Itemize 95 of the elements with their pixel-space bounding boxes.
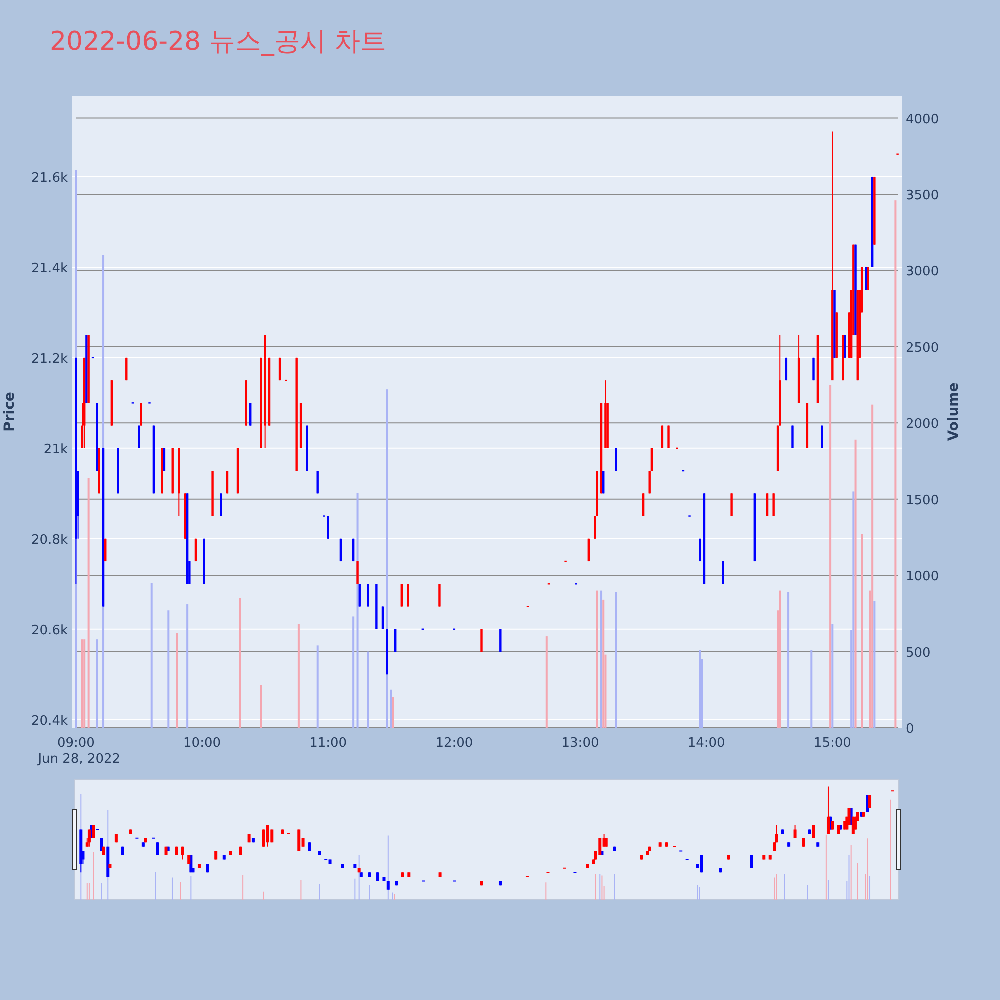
y2-tick-label: 2000 <box>906 417 940 432</box>
candlestick <box>792 425 794 449</box>
y2-tick-label: 4000 <box>906 112 940 128</box>
candlestick <box>844 334 846 358</box>
bar <box>850 630 853 728</box>
bar <box>367 652 370 728</box>
y2-tick-label: 3500 <box>906 188 940 204</box>
candlestick <box>772 493 775 517</box>
y-tick-label: 21.6k <box>32 170 68 186</box>
bar <box>699 650 702 728</box>
bar <box>832 624 834 728</box>
candlestick <box>316 470 319 494</box>
candlestick <box>250 402 252 426</box>
candlestick <box>668 425 670 449</box>
y2-tick-label: 1000 <box>906 570 940 585</box>
bar <box>392 698 394 728</box>
bar <box>596 590 598 728</box>
bar <box>260 685 262 728</box>
bar <box>600 590 603 728</box>
candlestick <box>382 606 384 630</box>
x-tick-label: 09:00 <box>57 736 95 751</box>
bar <box>298 624 300 728</box>
bar <box>872 404 874 728</box>
y-tick-label: 21.2k <box>32 352 68 367</box>
candlestick <box>358 584 361 608</box>
bar <box>96 640 98 728</box>
bar <box>779 590 782 728</box>
bar <box>168 610 170 728</box>
bar <box>316 646 319 728</box>
bar <box>854 440 857 728</box>
candlestick <box>327 516 330 540</box>
bar <box>852 492 855 728</box>
candlestick <box>648 470 651 494</box>
bar <box>352 616 355 728</box>
x-tick-label: 10:00 <box>184 736 222 751</box>
candlestick <box>722 561 724 585</box>
bar <box>186 604 189 728</box>
y-tick-label: 20.4k <box>32 714 68 729</box>
bar <box>390 690 392 728</box>
bar <box>874 601 876 728</box>
bar <box>604 654 607 728</box>
bar <box>869 590 872 728</box>
bar <box>602 600 605 728</box>
candlestick <box>356 561 359 585</box>
text: Jun 28, 2022 <box>37 752 121 767</box>
candlestick <box>367 584 370 608</box>
x-tick-label: 12:00 <box>436 736 474 751</box>
bar <box>788 592 790 728</box>
bar <box>356 493 359 728</box>
bar <box>84 640 86 728</box>
y2-axis-title: Volume <box>946 382 962 442</box>
y2-tick-label: 0 <box>906 722 914 737</box>
y-tick-label: 21.4k <box>32 261 68 276</box>
candlestick <box>821 425 824 449</box>
y2-tick-label: 1500 <box>906 493 940 508</box>
x-tick-label: 13:00 <box>562 736 600 751</box>
bar <box>861 534 864 728</box>
bar <box>88 478 90 728</box>
bar <box>810 650 813 728</box>
y2-tick-label: 3000 <box>906 264 940 280</box>
y-tick-label: 21k <box>44 442 68 458</box>
x-tick-label: 15:00 <box>814 736 852 751</box>
y-tick-label: 20.8k <box>32 532 68 548</box>
bar <box>176 633 178 728</box>
y-axis-title: Price <box>2 392 18 432</box>
bar <box>546 636 548 728</box>
candlestick <box>500 628 502 652</box>
candlestick <box>140 402 142 426</box>
candlestick <box>400 584 403 608</box>
bar <box>615 592 618 728</box>
chart-title: 2022-06-28 뉴스_공시 차트 <box>50 27 387 57</box>
candlestick <box>226 470 229 494</box>
y2-tick-label: 500 <box>906 646 931 661</box>
candlestick <box>642 493 645 517</box>
x-tick-label: 14:00 <box>688 736 726 751</box>
bar <box>830 385 832 728</box>
y-tick-label: 20.6k <box>32 623 68 638</box>
candlestick <box>407 584 410 608</box>
candlestick <box>394 628 397 652</box>
x-tick-label: 11:00 <box>310 736 348 751</box>
bar <box>150 583 153 728</box>
candlestick <box>480 628 483 652</box>
bar <box>777 610 780 728</box>
candlestick <box>730 493 733 517</box>
bar <box>701 659 704 728</box>
candlestick <box>602 470 605 494</box>
candlestick <box>766 493 769 517</box>
bar <box>239 598 242 728</box>
bar <box>82 640 84 728</box>
candlestick <box>220 493 222 517</box>
candlestick <box>438 584 441 608</box>
candlestick <box>661 425 664 449</box>
candlestick <box>138 425 140 449</box>
bar <box>894 200 897 728</box>
y2-tick-label: 2500 <box>906 340 940 356</box>
